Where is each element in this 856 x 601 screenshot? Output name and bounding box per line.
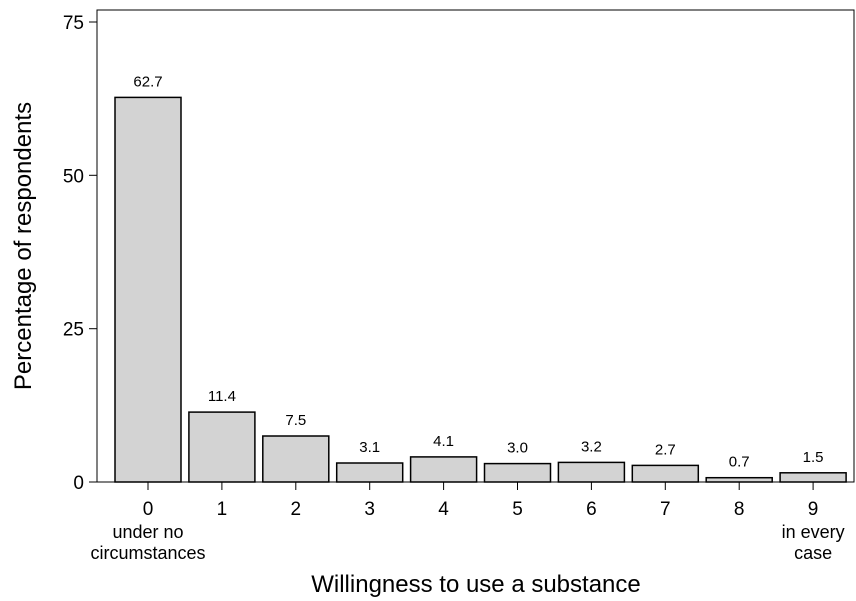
bar-5: [483, 462, 552, 483]
x-tick-label-1: 1: [217, 499, 228, 520]
bar-7: [631, 464, 700, 483]
x-tick-label-9: 9: [808, 499, 819, 520]
x-tick-label-6: 6: [586, 499, 597, 520]
value-label-1: 11.4: [208, 388, 236, 405]
value-label-4: 4.1: [433, 433, 454, 450]
value-label-6: 3.2: [581, 438, 602, 455]
bars-group: [114, 96, 847, 483]
value-label-2: 7.5: [285, 412, 306, 429]
y-tick-label-0: 0: [73, 473, 84, 494]
bar-6: [557, 461, 626, 483]
x-tick-label-2: 2: [291, 499, 302, 520]
bar-9: [779, 472, 847, 483]
plot-frame: [96, 9, 855, 483]
y-axis-label: Percentage of respondents: [10, 102, 37, 390]
bar-3: [335, 462, 404, 483]
x-sublabel-0-1: circumstances: [90, 543, 205, 563]
x-axis-label: Willingness to use a substance: [311, 571, 641, 598]
x-tick-label-0: 0: [143, 499, 154, 520]
bar-1: [188, 411, 256, 483]
bar-0: [114, 96, 182, 483]
value-labels-group: 62.7 11.4 7.5 3.1 4.1 3.0 3.2 2.7 0.7 1.5: [133, 73, 823, 470]
x-tick-label-5: 5: [512, 499, 523, 520]
value-label-8: 0.7: [729, 454, 750, 471]
value-label-9: 1.5: [803, 449, 824, 466]
value-label-0: 62.7: [133, 73, 162, 90]
bar-8: [705, 476, 773, 483]
x-tick-label-4: 4: [438, 499, 449, 520]
x-sublabel-9-1: case: [794, 543, 832, 563]
value-label-3: 3.1: [359, 439, 380, 456]
bar-4: [409, 456, 478, 483]
x-tick-label-3: 3: [364, 499, 375, 520]
y-tick-label-50: 50: [63, 166, 84, 187]
y-axis-ticks: 0 25 50 75: [63, 13, 97, 494]
y-tick-label-75: 75: [63, 13, 84, 34]
x-tick-label-8: 8: [734, 499, 745, 520]
x-sublabel-0-0: under no: [112, 522, 183, 542]
x-sublabel-9-0: in every: [782, 522, 845, 542]
value-label-7: 2.7: [655, 441, 676, 458]
bar-2: [262, 435, 330, 483]
y-tick-label-25: 25: [63, 320, 84, 341]
x-tick-label-7: 7: [660, 499, 671, 520]
value-label-5: 3.0: [507, 440, 528, 457]
